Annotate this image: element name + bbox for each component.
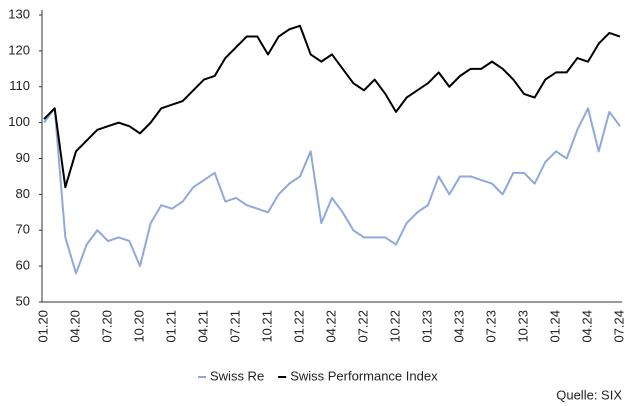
y-tick-label: 100 [8,114,30,129]
y-tick-label: 110 [9,78,30,93]
x-tick-label: 01.20 [35,310,50,343]
x-tick-label: 04.20 [67,310,82,343]
y-tick-label: 50 [16,293,30,308]
y-tick-label: 90 [16,150,30,165]
y-tick-label: 80 [16,186,30,201]
legend-label: Swiss Re [210,368,264,383]
x-tick-label: 07.24 [611,310,626,343]
x-tick-label: 10.20 [131,310,146,343]
x-tick-label: 10.22 [387,310,402,343]
x-tick-label: 07.22 [355,310,370,343]
x-tick-label: 10.21 [259,310,274,343]
x-tick-label: 10.23 [515,310,530,343]
source: Quelle: SIX [556,387,622,402]
x-tick-label: 01.21 [163,310,178,343]
y-tick-label: 60 [16,258,30,273]
legend-label: Swiss Performance Index [290,368,438,383]
x-tick-label: 01.24 [547,310,562,343]
series-line [43,24,621,189]
x-tick-label: 04.23 [451,310,466,343]
x-tick-label: 01.22 [291,310,306,343]
x-tick-label: 04.21 [195,310,210,343]
x-tick-label: 04.22 [323,310,338,343]
x-tick-label: 07.21 [227,310,242,343]
y-tick-label: 120 [8,42,30,57]
x-tick-label: 07.20 [99,310,114,343]
y-tick-label: 130 [8,6,30,21]
x-tick-label: 01.23 [419,310,434,343]
x-tick-label: 07.23 [483,310,498,343]
y-tick-label: 70 [16,222,30,237]
series-line [43,107,621,275]
x-tick-label: 04.24 [579,310,594,343]
